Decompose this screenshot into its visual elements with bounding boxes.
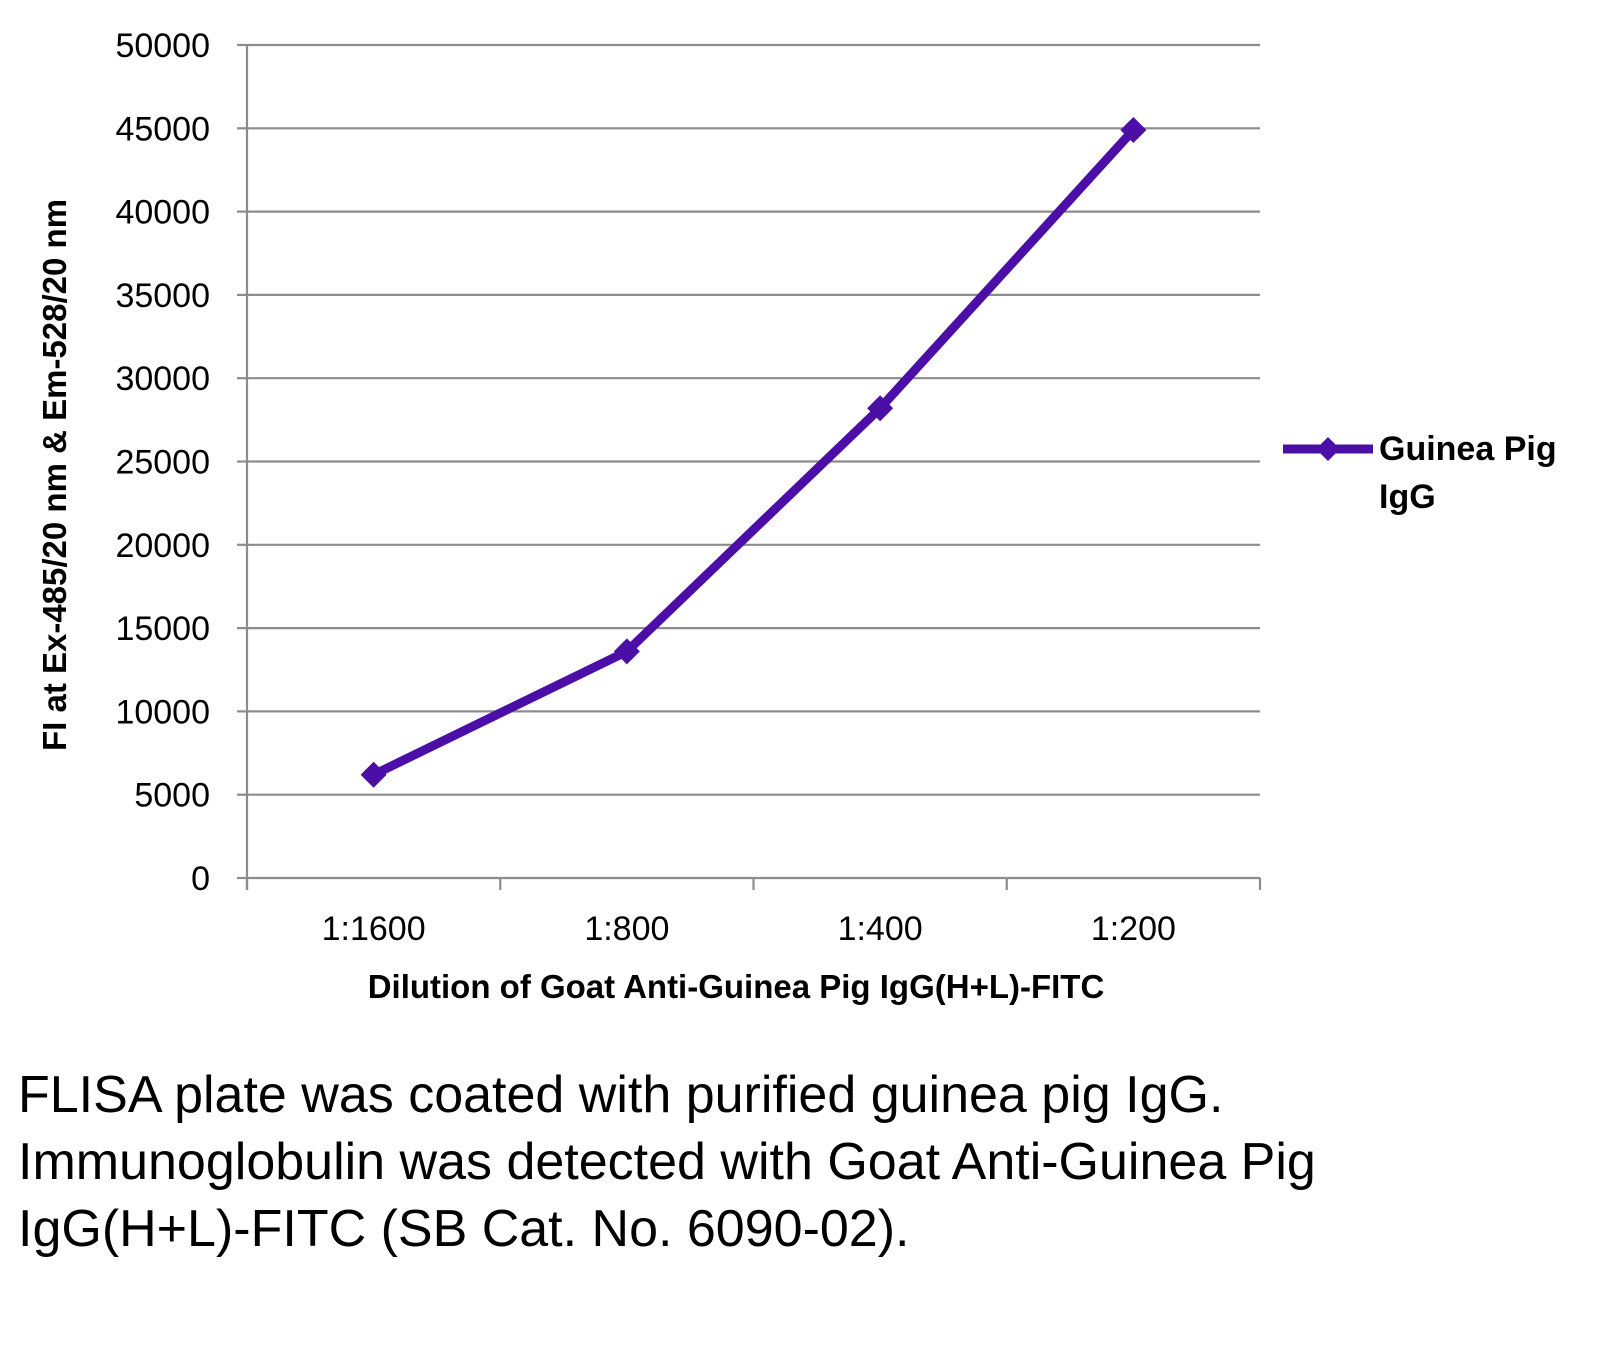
y-tick-label: 25000 xyxy=(115,444,210,482)
figure-caption: FLISA plate was coated with purified gui… xyxy=(18,1066,1316,1258)
y-tick-label: 20000 xyxy=(115,527,210,565)
y-tick-label: 30000 xyxy=(115,360,210,398)
line-chart: 0 5000 10000 15000 20000 25000 30000 35000 40000… xyxy=(36,27,1557,1005)
legend-marker-diamond xyxy=(1316,437,1340,461)
legend: Guinea Pig IgG xyxy=(1283,430,1557,516)
y-tick-label: 15000 xyxy=(115,610,210,648)
y-tick-label: 40000 xyxy=(115,194,210,232)
x-tick-label: 1:200 xyxy=(1091,910,1176,948)
x-tick-label: 1:400 xyxy=(838,910,923,948)
x-tick-label: 1:1600 xyxy=(322,910,426,948)
data-point-marker xyxy=(613,638,640,665)
axes xyxy=(237,43,1262,890)
data-point-marker xyxy=(1120,116,1147,143)
x-tick-label: 1:800 xyxy=(584,910,669,948)
legend-label-line2: IgG xyxy=(1379,478,1436,516)
y-tick-label: 5000 xyxy=(134,777,210,815)
legend-label-line1: Guinea Pig xyxy=(1379,430,1557,468)
gridlines xyxy=(247,43,1260,796)
x-tick-labels: 1:1600 1:800 1:400 1:200 xyxy=(322,910,1176,948)
y-axis-title: FI at Ex-485/20 nm & Em-528/20 nm xyxy=(36,199,73,751)
data-point-marker xyxy=(867,395,894,422)
y-tick-labels: 0 5000 10000 15000 20000 25000 30000 35000 40000… xyxy=(115,27,210,898)
y-tick-label: 0 xyxy=(191,860,210,898)
series-layer xyxy=(360,116,1147,788)
y-tick-label: 10000 xyxy=(115,693,210,731)
series-line xyxy=(369,125,1138,780)
data-point-marker xyxy=(360,761,387,788)
y-tick-label: 35000 xyxy=(115,277,210,315)
x-axis-title: Dilution of Goat Anti-Guinea Pig IgG(H+L… xyxy=(368,968,1105,1005)
y-tick-label: 50000 xyxy=(115,27,210,65)
y-tick-label: 45000 xyxy=(115,110,210,148)
